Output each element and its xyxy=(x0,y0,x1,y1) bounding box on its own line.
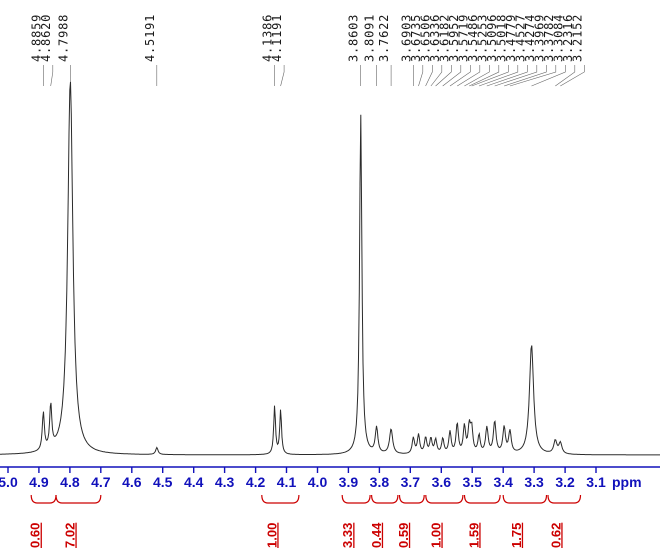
x-axis-tick-label: 4.1 xyxy=(277,474,297,490)
peak-shift-label: 3.5486 xyxy=(466,14,480,62)
peak-shift-label: 3.3969 xyxy=(532,14,546,62)
peak-shift-label: 3.2152 xyxy=(570,14,584,62)
peak-connector-line xyxy=(449,65,471,87)
peak-shift-label: 4.8859 xyxy=(29,14,43,62)
peak-connector-line xyxy=(531,65,566,87)
x-axis-tick-label: 3.5 xyxy=(462,474,482,490)
integral-bracket xyxy=(398,494,425,504)
peak-shift-label: 3.5952 xyxy=(447,14,461,62)
peak-connector-line xyxy=(486,65,528,87)
integral-bracket xyxy=(547,494,582,504)
spectrum-curve xyxy=(0,81,660,456)
peak-connector-line xyxy=(471,65,509,87)
peak-shift-label: 3.6506 xyxy=(418,14,432,62)
x-axis-tick-label: 3.7 xyxy=(401,474,421,490)
peak-shift-label: 3.5096 xyxy=(485,14,499,62)
peak-connector-line xyxy=(504,65,547,87)
integral-bracket xyxy=(30,494,57,504)
peak-shift-label: 3.5253 xyxy=(475,14,489,62)
peak-shift-label: 3.6336 xyxy=(428,14,442,62)
peak-shift-label: 3.4527 xyxy=(513,14,527,62)
peak-shift-label: 4.1191 xyxy=(270,14,284,62)
x-axis-tick-label: 3.2 xyxy=(555,474,575,490)
integral-bracket xyxy=(463,494,501,504)
peak-shift-label: 4.1386 xyxy=(261,14,275,62)
integral-value-label: 7.02 xyxy=(62,523,77,548)
x-axis-tick-label: 3.9 xyxy=(339,474,359,490)
peak-connector-line xyxy=(464,65,490,87)
peak-shift-label: 3.4274 xyxy=(523,14,537,62)
integral-value-label: 1.00 xyxy=(264,523,279,548)
peak-shift-label: 3.3782 xyxy=(542,14,556,62)
peak-connector-line xyxy=(50,65,54,87)
peak-shift-label: 3.5018 xyxy=(494,14,508,62)
integral-bracket xyxy=(502,494,548,504)
peak-shift-label: 4.8620 xyxy=(39,14,53,62)
peak-connector-line xyxy=(280,65,285,87)
integral-bracket xyxy=(371,494,399,504)
integral-value-label: 0.59 xyxy=(396,523,411,548)
peak-connector-line xyxy=(555,65,576,87)
integral-bracket xyxy=(55,494,102,504)
x-axis-tick-label: 5.0 xyxy=(0,474,18,490)
peak-shift-label: 3.5719 xyxy=(456,14,470,62)
peak-shift-label: 3.7622 xyxy=(377,14,391,62)
peak-shift-label: 3.6735 xyxy=(409,14,423,62)
integral-value-label: 3.33 xyxy=(340,523,355,548)
peak-connector-line xyxy=(560,65,585,87)
x-axis-tick-label: 4.9 xyxy=(29,474,49,490)
integral-value-label: 1.75 xyxy=(509,523,524,548)
x-axis-tick-label: 4.0 xyxy=(308,474,328,490)
integral-bracket xyxy=(261,494,300,504)
x-axis-tick-label: 4.3 xyxy=(215,474,235,490)
x-axis-tick-label: 3.6 xyxy=(432,474,452,490)
x-axis-tick-label: 4.6 xyxy=(122,474,142,490)
peak-connector-line xyxy=(478,65,519,87)
peak-connector-line xyxy=(435,65,452,87)
peak-connector-line xyxy=(442,65,462,87)
peak-shift-label: 3.6182 xyxy=(437,14,451,62)
x-axis-tick-label: 4.5 xyxy=(153,474,173,490)
x-axis-tick-label: 4.4 xyxy=(184,474,204,490)
peak-shift-label: 3.8091 xyxy=(363,14,377,62)
integral-value-label: 0.62 xyxy=(548,523,563,548)
integrals-group: 0.60 7.02 1.00 3.33 0.44 0.59 1.00 1.59 1.75 0.62 xyxy=(28,494,582,548)
integral-bracket xyxy=(425,494,464,504)
integral-bracket xyxy=(341,494,371,504)
peak-shift-label: 3.6903 xyxy=(399,14,413,62)
peak-shift-label: 4.7988 xyxy=(56,14,70,62)
peak-connector-line xyxy=(418,65,424,87)
peak-connector-line xyxy=(457,65,481,87)
integral-value-label: 1.00 xyxy=(428,523,443,548)
peak-connector-line xyxy=(430,65,443,87)
x-axis-tick-label: 4.7 xyxy=(91,474,111,490)
x-axis-tick-label: 3.1 xyxy=(586,474,606,490)
x-axis-tick-label: 3.4 xyxy=(493,474,513,490)
peak-shift-label: 4.5191 xyxy=(143,14,157,62)
peak-connector-line xyxy=(469,65,500,87)
peak-connector-line xyxy=(494,65,538,87)
x-axis-tick-label: 3.8 xyxy=(370,474,390,490)
peak-shift-label: 3.3084 xyxy=(551,14,565,62)
peak-shift-label: 3.4779 xyxy=(504,14,518,62)
x-axis-tick-label: 4.8 xyxy=(60,474,80,490)
peak-connector-line xyxy=(509,65,557,87)
x-axis-unit-label: ppm xyxy=(612,474,642,490)
integral-value-label: 1.59 xyxy=(466,523,481,548)
integral-value-label: 0.44 xyxy=(369,522,384,548)
x-axis-tick-label: 4.2 xyxy=(246,474,266,490)
x-axis: 5.0 4.9 4.8 4.7 4.6 4.5 4.4 4.3 4.2 4.1 4.0 3.9 3.8 3… xyxy=(0,466,660,490)
x-axis-tick-label: 3.3 xyxy=(524,474,544,490)
peak-shift-label: 3.2316 xyxy=(561,14,575,62)
integral-value-label: 0.60 xyxy=(28,523,43,548)
peak-shift-label: 3.8603 xyxy=(347,14,361,62)
peak-connector-line xyxy=(425,65,433,87)
